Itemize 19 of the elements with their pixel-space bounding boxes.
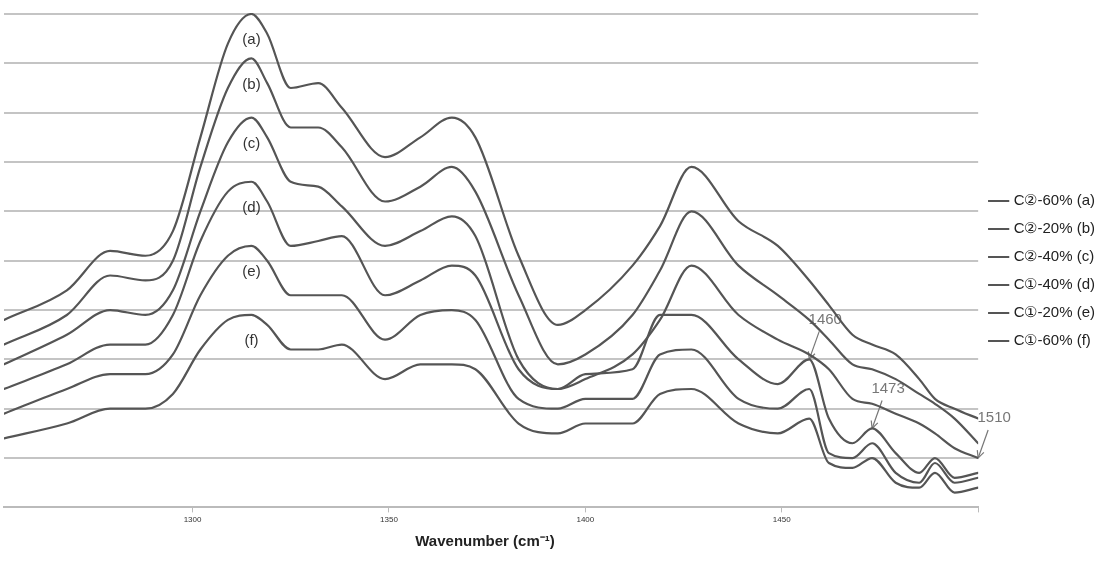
- x-tick-label: 1400: [576, 515, 595, 525]
- legend-label: C②-40% (c): [1013, 247, 1095, 265]
- legend-label: C①-60% (f): [1013, 331, 1091, 349]
- annotation: 1473: [871, 378, 905, 396]
- annotation: (c): [242, 133, 261, 151]
- annotation: (d): [242, 197, 261, 215]
- legend-label: C②-20% (b): [1013, 219, 1096, 237]
- x-tick-label: 1300: [183, 515, 202, 525]
- annotation: (e): [242, 262, 261, 280]
- annotation: (f): [244, 331, 259, 349]
- legend-label: C②-60% (a): [1013, 191, 1096, 209]
- x-tick-label: 1350: [380, 515, 399, 525]
- annotation: (a): [242, 30, 261, 48]
- x-axis-title: Wavenumber (cm⁻¹): [414, 531, 556, 550]
- legend-label: C①-20% (e): [1013, 303, 1096, 321]
- annotation: 1510: [977, 408, 1011, 426]
- legend-label: C①-40% (d): [1013, 275, 1096, 293]
- x-tick-label: 1450: [772, 515, 792, 525]
- annotation: (b): [242, 74, 261, 92]
